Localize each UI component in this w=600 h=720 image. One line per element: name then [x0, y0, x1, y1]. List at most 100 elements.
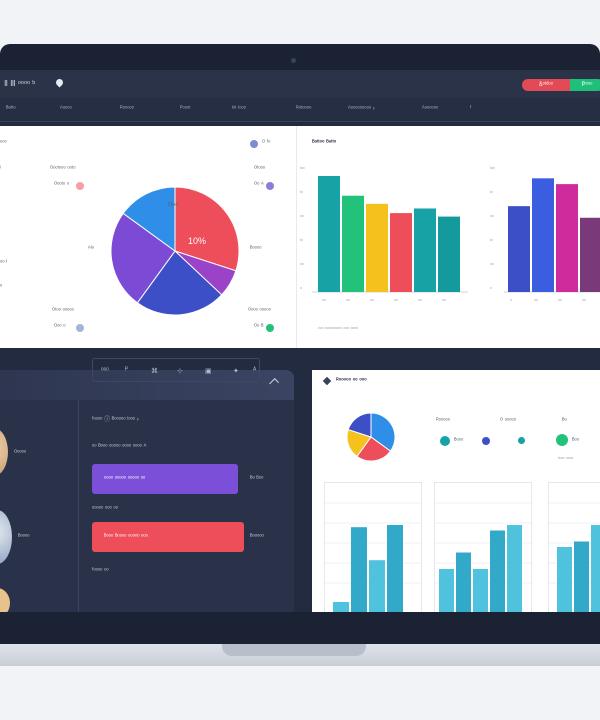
y-tick-label: ᵒᵒ	[300, 262, 304, 268]
nav-item[interactable]: ᴵᵒᵗ ᴵᵒᵒᵒ	[232, 106, 247, 112]
pie-slice-label: ᴼᵒᵒ	[168, 201, 178, 210]
legend-dot	[250, 140, 258, 148]
toolbar-star-icon[interactable]: ✦	[233, 368, 239, 375]
bar[interactable]	[473, 569, 488, 612]
row-label: ᵒᵒᵒᵒᵒ ᵒᵒᵒ ᵒᵒ	[92, 506, 118, 512]
y-tick-label: ᵒ	[300, 286, 302, 292]
bar[interactable]	[580, 217, 600, 292]
bar[interactable]	[557, 547, 572, 612]
bar[interactable]	[490, 530, 505, 613]
action-pill-green[interactable]: Ᵽᵒᵒᵒ	[570, 79, 600, 91]
purple-action-button[interactable]: ᵒᵒᵒᵒ ᵒᵒᵒᵒᵒ ᵒᵒᵒᵒᵒ ᵒᵒ	[92, 464, 238, 494]
left-label: ᵒᵒ ᴵ	[0, 260, 8, 266]
red-action-button[interactable]: ᴮᵒᵒᵒ ᴮᵒᵒᵒᵒ ᵒᵒᵒᵒᵒ ᵒᵒᵒ	[92, 522, 244, 552]
bar[interactable]	[342, 195, 364, 292]
legend-label: ᴼᵗᵒᵒ ᵒᵒᵒᵒᵒ	[52, 308, 74, 314]
mini-bar-chart	[325, 502, 421, 612]
profile-card-header	[0, 370, 294, 400]
avatar[interactable]	[0, 510, 12, 564]
date-label: ᴵᵒᵒᵒ ᵒᵒᵒᵒ	[558, 456, 574, 462]
nav-item[interactable]: ᴿᵒᵒᵒᵒᵒ	[120, 106, 135, 112]
screen: Ⅱ Ⅲ ᵒᵒᵒᵒ ᵇ Ᵹᵒᵗᵈᵒᵒ Ᵽᵒᵒᵒ ᴮᵃᵗᵗᵒ ᴬᵘᵒᵒᵒ ᴿᵒᵒᵒᵒ…	[0, 70, 600, 612]
bar[interactable]	[456, 552, 471, 613]
avatar[interactable]	[0, 428, 8, 476]
nav-item[interactable]: ᴬᵒᵒᵒᵒᵒᵒᵒᵒᵒ ›	[348, 106, 375, 112]
y-tick-label: ᵒᵒ	[300, 214, 304, 220]
laptop-notch	[222, 644, 366, 656]
pie-slice[interactable]	[347, 412, 372, 438]
y-tick-label: ᴵᵒ	[300, 238, 303, 244]
legend-label: ᴼᵒᵒᵗᵒ ᵒ	[54, 182, 70, 188]
pie-slice[interactable]	[356, 436, 392, 462]
bar[interactable]	[532, 178, 554, 292]
legend-label: ᴼᵒᵒᵗᵒᵒᵒ ᵒᵒᵗᵒ	[50, 166, 76, 172]
bar[interactable]	[556, 184, 578, 292]
row-label: ᶠᵒᵒᵒᵒ ᵒᵒ	[92, 568, 109, 574]
x-tick-label: ᵒᵒ	[442, 298, 446, 304]
legend-dot	[266, 324, 274, 332]
top-bar: Ⅱ Ⅲ ᵒᵒᵒᵒ ᵇ Ᵹᵒᵗᵈᵒᵒ Ᵽᵒᵒᵒ	[0, 70, 600, 98]
nav-item[interactable]: ᶠ	[470, 106, 472, 112]
legend-label: ᴼᵒ ᴮ	[254, 324, 264, 330]
bar[interactable]	[366, 203, 388, 292]
bar-chart-footer: ᵒᵒᵒ ᵒᵒᵒᵒᵒᵒᵒᵒᵒ ᵒᵒᵒ ᵒᵒᵒᵒ	[318, 326, 359, 332]
legend-label: ᴼ ᶠᵒ	[262, 140, 271, 146]
y-tick-label: ᵒ	[490, 286, 492, 292]
nav-item[interactable]: ᴬᵘᵒᵒᵒ	[60, 106, 72, 112]
pie-side-label: ᴮᵒᵒᵒᵒ	[250, 246, 262, 252]
bar[interactable]	[387, 525, 403, 612]
y-tick-label: ᵒᵒ	[490, 262, 494, 268]
bar[interactable]	[333, 602, 349, 612]
x-tick-label: ᵒᵒ	[418, 298, 422, 304]
toolbar-text-icon[interactable]: ᵒᵒᵒ	[101, 367, 109, 374]
left-label: ᵒ	[0, 284, 3, 290]
legend-dot	[440, 436, 450, 446]
wifi-icon	[54, 77, 65, 88]
left-label: ᴵ	[0, 166, 2, 172]
avatar[interactable]	[0, 588, 10, 612]
button-side-label: ᴮᵒ ᴮᵒᵒ	[250, 476, 264, 482]
bar[interactable]	[508, 206, 530, 292]
toolbar-p-icon[interactable]: ᴾ	[125, 367, 128, 374]
bar-chart-1	[312, 176, 468, 293]
bar[interactable]	[574, 541, 589, 613]
toolbar-move-icon[interactable]: ⊹	[177, 368, 183, 375]
bar[interactable]	[507, 525, 522, 612]
pie-slice[interactable]	[174, 186, 240, 272]
pie-slice[interactable]	[122, 186, 176, 252]
legend-label: ᴼᵒᵒᵒ ᵒᵒᵒᵒᵒ	[248, 308, 271, 314]
toolbar-a-icon[interactable]: ᴬ	[253, 367, 257, 374]
profile-name: ᴼᵒᵒᵒᵒ	[14, 450, 27, 456]
toolbar-link-icon[interactable]: ⌘	[151, 368, 158, 375]
bar[interactable]	[390, 213, 412, 292]
format-toolbar: ᵒᵒᵒ ᴾ ⌘ ⊹ ▣ ✦ ᴬ	[92, 358, 260, 382]
expand-icon[interactable]	[269, 378, 279, 388]
mini-bar-column	[548, 482, 600, 612]
pie-side-label: ᴬᴵᵒ	[88, 246, 94, 252]
bar[interactable]	[351, 527, 367, 612]
legend-dot	[76, 182, 84, 190]
y-tick-label: ᵒᵒ	[490, 214, 494, 220]
bar[interactable]	[318, 176, 340, 292]
nav-item[interactable]: ᴾᵒᵒᵒᵗ	[180, 106, 191, 112]
pie-slice[interactable]	[110, 212, 176, 304]
bar[interactable]	[414, 208, 436, 292]
x-tick-label: ᵒᵒ	[534, 298, 538, 304]
pie-slice[interactable]	[136, 250, 223, 316]
mini-bar-chart	[549, 502, 600, 613]
x-tick-label: ᵒᵒ	[394, 298, 398, 304]
nav-item[interactable]: ᴮᵃᵗᵗᵒ	[6, 106, 16, 112]
pie-slice[interactable]	[370, 412, 396, 452]
bar[interactable]	[438, 216, 460, 292]
nav-item[interactable]: ᴿᵒᵗᵒᵒᵒᵒ	[296, 106, 312, 112]
action-pill-red[interactable]: Ᵹᵒᵗᵈᵒᵒ	[522, 79, 570, 91]
bar[interactable]	[439, 569, 454, 612]
report-title: ᴿᵒᵒᵒᵒᵒ ᵒᵒ ᵒᵒᵒ	[336, 378, 367, 384]
bar[interactable]	[369, 560, 385, 612]
legend-label: ᴼᵗᵒᵒᵒ	[254, 166, 266, 172]
bar[interactable]	[591, 525, 600, 612]
y-tick-label: ᴵᵒᵒ	[490, 166, 495, 172]
nav-item[interactable]: ᴬᵒᵒᵒᵒᵒᵒ	[422, 106, 439, 112]
bar-chart-2	[504, 178, 600, 293]
toolbar-image-icon[interactable]: ▣	[205, 368, 212, 375]
